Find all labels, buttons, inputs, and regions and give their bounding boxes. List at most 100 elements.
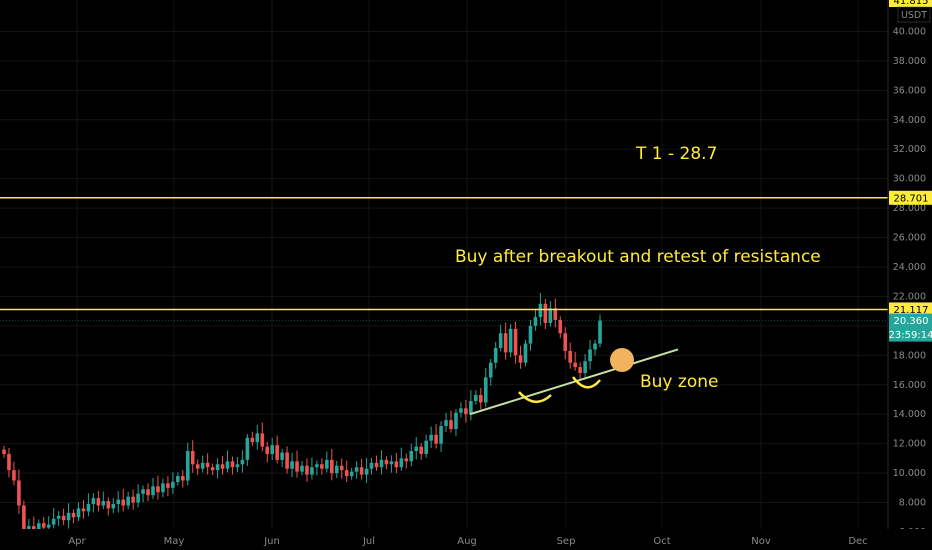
candle-body [230, 461, 235, 468]
price-badges: 28.701 21.117 41.815 20.360 23:59:14 [889, 0, 932, 342]
x-tick-label: Jul [362, 536, 375, 547]
target-annotation: T 1 - 28.7 [635, 144, 717, 164]
currency-label: USDT [901, 10, 927, 21]
candle-body [434, 434, 438, 444]
candle-body [245, 437, 250, 460]
candle-body [310, 467, 314, 475]
candle-body [275, 445, 279, 460]
candle-body [171, 481, 175, 488]
y-tick-label: 8.000 [899, 498, 926, 509]
candle-body [439, 426, 443, 444]
candle-body [195, 464, 200, 469]
candle-body [22, 505, 26, 530]
candle-body [334, 465, 339, 474]
last-price-label: 20.360 [894, 316, 929, 327]
candle-body [7, 453, 11, 471]
trendline[interactable] [469, 348, 679, 416]
candle-body [116, 499, 121, 505]
candle-body [27, 526, 31, 530]
y-tick-label: 14.000 [893, 409, 926, 420]
top-price-badge [889, 0, 932, 7]
candle-body [449, 420, 453, 429]
price-axis[interactable]: 6.0008.00010.00012.00014.00016.00018.000… [887, 0, 932, 538]
candle-body [86, 504, 91, 512]
candle-body [583, 361, 587, 373]
candle-body [61, 515, 66, 521]
candle-body [41, 523, 46, 528]
candle-body [543, 303, 548, 323]
y-tick-label: 40.000 [893, 26, 926, 37]
y-tick-label: 16.000 [893, 380, 926, 391]
candle-body [220, 464, 225, 469]
candle-body [563, 333, 568, 351]
candle-body [369, 462, 374, 469]
candle-body [141, 489, 145, 494]
buy-zone-annotation: Buy zone [640, 372, 718, 392]
candle-body [349, 471, 354, 477]
level-badge [889, 190, 932, 205]
candle-body [533, 317, 538, 326]
candle-body [513, 328, 518, 356]
candle-body [235, 464, 240, 468]
candle-body [479, 395, 483, 403]
candle-body [315, 464, 319, 468]
candle-body [429, 434, 433, 441]
x-tick-label: Jun [263, 536, 280, 547]
y-tick-label: 10.000 [893, 468, 926, 479]
candlestick-series [2, 293, 602, 538]
y-tick-label: 26.000 [893, 233, 926, 244]
candle-body [404, 458, 409, 462]
x-tick-label: Oct [653, 536, 670, 547]
x-tick-label: Apr [68, 536, 86, 547]
candle-body [17, 480, 21, 506]
candle-body [151, 486, 155, 496]
candle-body [488, 362, 493, 378]
candle-body [573, 362, 577, 368]
candle-body [498, 333, 503, 348]
candle-body [339, 465, 344, 471]
last-price-badge [889, 313, 932, 342]
candle-body [66, 512, 71, 521]
candle-body [285, 452, 289, 469]
candle-body [374, 462, 379, 468]
y-tick-label: 24.000 [893, 262, 926, 273]
candle-body [379, 459, 384, 468]
candle-body [305, 465, 309, 475]
level-badge [889, 302, 932, 317]
candle-body [181, 476, 185, 481]
candle-body [459, 408, 463, 413]
candle-body [200, 462, 205, 469]
candle-body [265, 446, 270, 454]
candle-body [205, 462, 210, 468]
candle-body [344, 470, 349, 477]
candle-body [548, 308, 553, 323]
candle-body [523, 343, 528, 363]
chart-grid [0, 0, 888, 533]
x-tick-label: Nov [751, 536, 771, 547]
candle-body [444, 420, 448, 426]
candle-body [483, 377, 488, 403]
candle-body [424, 440, 428, 454]
candle-body [190, 451, 195, 465]
y-tick-label: 32.000 [893, 144, 926, 155]
candle-body [215, 464, 220, 471]
candle-body [240, 459, 245, 465]
candle-body [553, 308, 558, 320]
candle-body [588, 349, 592, 362]
x-tick-label: Dec [848, 536, 867, 547]
candle-body [464, 408, 468, 415]
candle-body [399, 458, 404, 468]
y-tick-label: 18.000 [893, 350, 926, 361]
candle-body [290, 461, 294, 469]
candle-body [111, 504, 116, 509]
candle-body [46, 524, 51, 528]
candle-body [76, 508, 81, 518]
y-tick-label: 28.000 [893, 203, 926, 214]
top-price-label: 41.815 [894, 0, 929, 7]
candle-body [185, 451, 190, 481]
breakout-annotation: Buy after breakout and retest of resista… [455, 247, 821, 267]
candle-body [270, 445, 274, 454]
candle-body [2, 449, 6, 454]
time-axis[interactable]: Apr May Jun Jul Aug Sep Oct Nov Dec [0, 529, 932, 550]
